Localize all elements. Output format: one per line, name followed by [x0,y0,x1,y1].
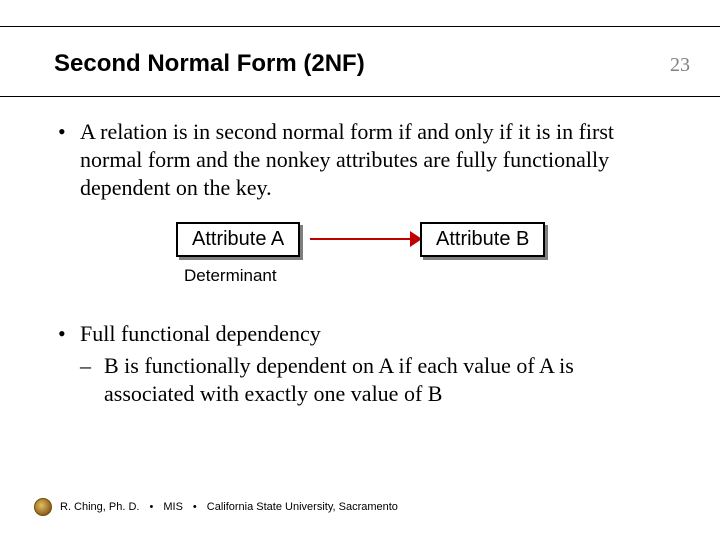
sub-bullet-text: B is functionally dependent on A if each… [104,352,666,408]
determinant-label: Determinant [184,266,277,286]
seal-icon [34,498,52,516]
dependency-diagram: Attribute A Attribute B Determinant [54,222,666,312]
arrow-line [310,238,412,240]
bullet-marker: • [54,320,80,348]
divider-rule [0,96,720,97]
bullet-text: A relation is in second normal form if a… [80,118,666,202]
sub-bullet-marker: – [80,352,104,380]
slide: Second Normal Form (2NF) 23 • A relation… [0,0,720,540]
page-number: 23 [670,54,690,77]
slide-title: Second Normal Form (2NF) [54,50,365,78]
bullet-text: Full functional dependency [80,320,321,348]
bullet-marker: • [54,118,80,146]
sub-bullet-item: – B is functionally dependent on A if ea… [80,352,666,408]
bullet-item: • A relation is in second normal form if… [54,118,666,202]
content-area: • A relation is in second normal form if… [54,118,666,408]
footer-org: California State University, Sacramento [207,501,398,513]
attribute-a-box: Attribute A [176,222,300,257]
bullet-item: • Full functional dependency [54,320,666,348]
footer-dept: MIS [163,501,183,513]
footer-separator: • [191,501,199,513]
attribute-b-box: Attribute B [420,222,545,257]
footer-separator: • [147,501,155,513]
title-row: Second Normal Form (2NF) 23 [54,50,690,78]
top-rule [0,26,720,27]
footer-author: R. Ching, Ph. D. [60,501,139,513]
footer: R. Ching, Ph. D. • MIS • California Stat… [34,498,398,516]
